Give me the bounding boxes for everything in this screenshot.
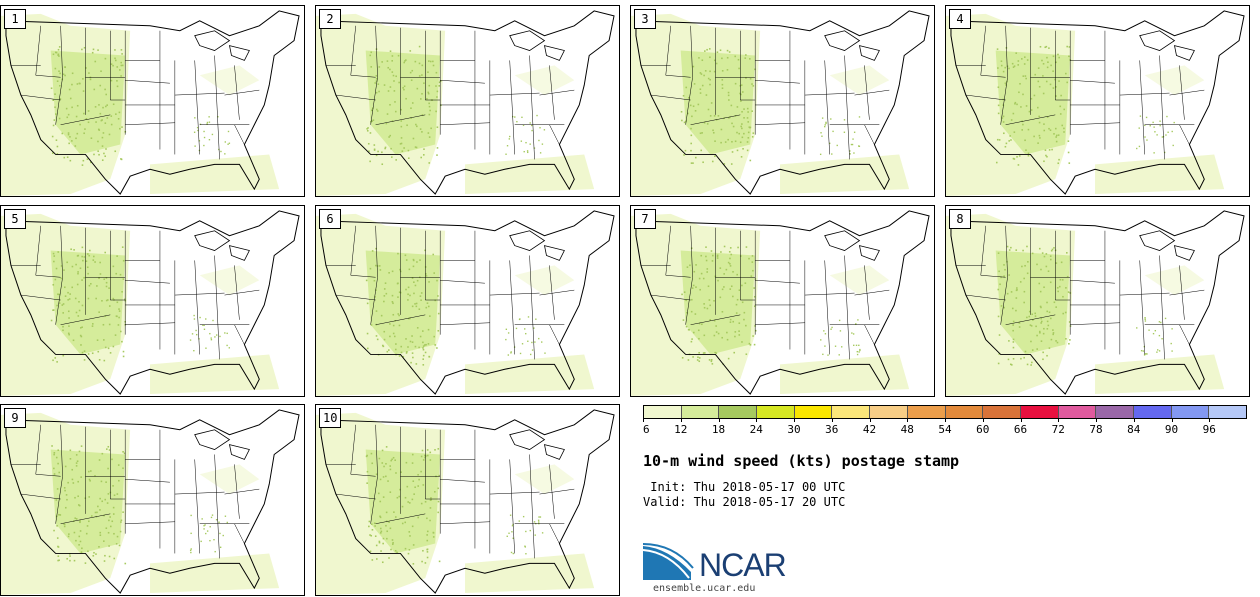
site-url: ensemble.ucar.edu <box>653 583 756 594</box>
colorbar-tick-mark <box>869 418 871 422</box>
map-panel-6: 6 <box>315 205 620 397</box>
panel-label: 10 <box>319 408 342 428</box>
colorbar-tick-label: 60 <box>976 423 990 436</box>
panel-label: 3 <box>634 9 656 29</box>
colorbar-tick-mark <box>1020 418 1022 422</box>
colorbar-tick-mark <box>643 418 644 422</box>
colorbar-tick-mark <box>982 418 984 422</box>
colorbar-tick-label: 36 <box>825 423 839 436</box>
colorbar-tick-mark <box>1096 418 1097 422</box>
colorbar-tick-label: 12 <box>674 423 688 436</box>
us-map-icon <box>631 10 930 196</box>
ncar-logo-text: NCAR <box>699 547 787 583</box>
map-panel-7: 7 <box>630 205 935 397</box>
map-panel-3: 3 <box>630 5 935 197</box>
us-map-icon <box>316 210 615 396</box>
map-panel-2: 2 <box>315 5 620 197</box>
colorbar-swatch <box>1058 406 1097 418</box>
colorbar-swatch <box>983 406 1021 418</box>
colorbar-swatch <box>832 406 871 418</box>
colorbar-tick-mark <box>756 418 758 422</box>
colorbar-tick-label: 6 <box>643 423 650 436</box>
us-map-icon <box>316 10 615 196</box>
panel-label: 9 <box>4 408 26 428</box>
map-panel-10: 10 <box>315 404 620 596</box>
colorbar-swatch <box>945 406 984 418</box>
colorbar-swatch <box>1096 406 1134 418</box>
colorbar-tick-label: 30 <box>787 423 801 436</box>
us-map-icon <box>1 409 300 595</box>
colorbar-swatch <box>1020 406 1059 418</box>
colorbar-tick-mark <box>945 418 946 422</box>
colorbar-tick-label: 42 <box>862 423 877 436</box>
colorbar-tick-mark <box>1133 418 1135 422</box>
us-map-icon <box>1 10 300 196</box>
map-panel-9: 9 <box>0 404 305 596</box>
us-map-icon <box>946 10 1245 196</box>
colorbar-tick-label: 66 <box>1013 423 1028 436</box>
ncar-logo-icon <box>643 543 694 580</box>
colorbar-ticks: 6 12 18 24 30 36 42 48 54 60 66 72 78 84 90 96 <box>643 418 1247 438</box>
panel-label: 8 <box>949 209 971 229</box>
colorbar-swatch <box>757 406 795 418</box>
colorbar-swatch <box>1133 406 1172 418</box>
us-map-icon <box>1 210 300 396</box>
colorbar-tick-label: 78 <box>1089 423 1103 436</box>
valid-time: Valid: Thu 2018-05-17 20 UTC <box>643 495 846 509</box>
colorbar-tick-mark <box>907 418 909 422</box>
map-panel-1: 1 <box>0 5 305 197</box>
colorbar-swatch <box>681 406 720 418</box>
us-map-icon <box>631 210 930 396</box>
colorbar-tick-label: 48 <box>900 423 914 436</box>
colorbar-tick-label: 18 <box>711 423 726 436</box>
colorbar-tick-mark <box>794 418 795 422</box>
colorbar-swatch <box>1171 406 1210 418</box>
colorbar-tick-mark <box>831 418 833 422</box>
colorbar-tick-label: 96 <box>1202 423 1216 436</box>
colorbar-tick-mark <box>718 418 720 422</box>
colorbar-tick-label: 24 <box>749 423 763 436</box>
panel-label: 2 <box>319 9 341 29</box>
init-time: Init: Thu 2018-05-17 00 UTC <box>643 480 846 494</box>
colorbar-tick-label: 72 <box>1051 423 1065 436</box>
colorbar-swatch <box>794 406 833 418</box>
colorbar-swatch <box>907 406 946 418</box>
us-map-icon <box>946 210 1245 396</box>
colorbar-swatch <box>644 406 682 418</box>
panel-label: 4 <box>949 9 971 29</box>
map-panel-8: 8 <box>945 205 1250 397</box>
colorbar-tick-label: 54 <box>938 423 952 436</box>
plot-title: 10-m wind speed (kts) postage stamp <box>643 452 960 470</box>
colorbar-swatch <box>719 406 758 418</box>
colorbar-tick-label: 84 <box>1127 423 1141 436</box>
colorbar-swatch <box>1209 406 1246 418</box>
map-panel-5: 5 <box>0 205 305 397</box>
colorbar-tick-label: 90 <box>1164 423 1179 436</box>
panel-label: 7 <box>634 209 656 229</box>
colorbar-tick-mark <box>1209 418 1211 422</box>
colorbar-tick-mark <box>1171 418 1173 422</box>
panel-label: 5 <box>4 209 26 229</box>
map-panel-4: 4 <box>945 5 1250 197</box>
colorbar-swatch <box>870 406 908 418</box>
colorbar-tick-mark <box>680 418 682 422</box>
colorbar <box>643 405 1247 419</box>
colorbar-tick-mark <box>1058 418 1060 422</box>
us-map-icon <box>316 409 615 595</box>
panel-label: 6 <box>319 209 341 229</box>
panel-label: 1 <box>4 9 26 29</box>
